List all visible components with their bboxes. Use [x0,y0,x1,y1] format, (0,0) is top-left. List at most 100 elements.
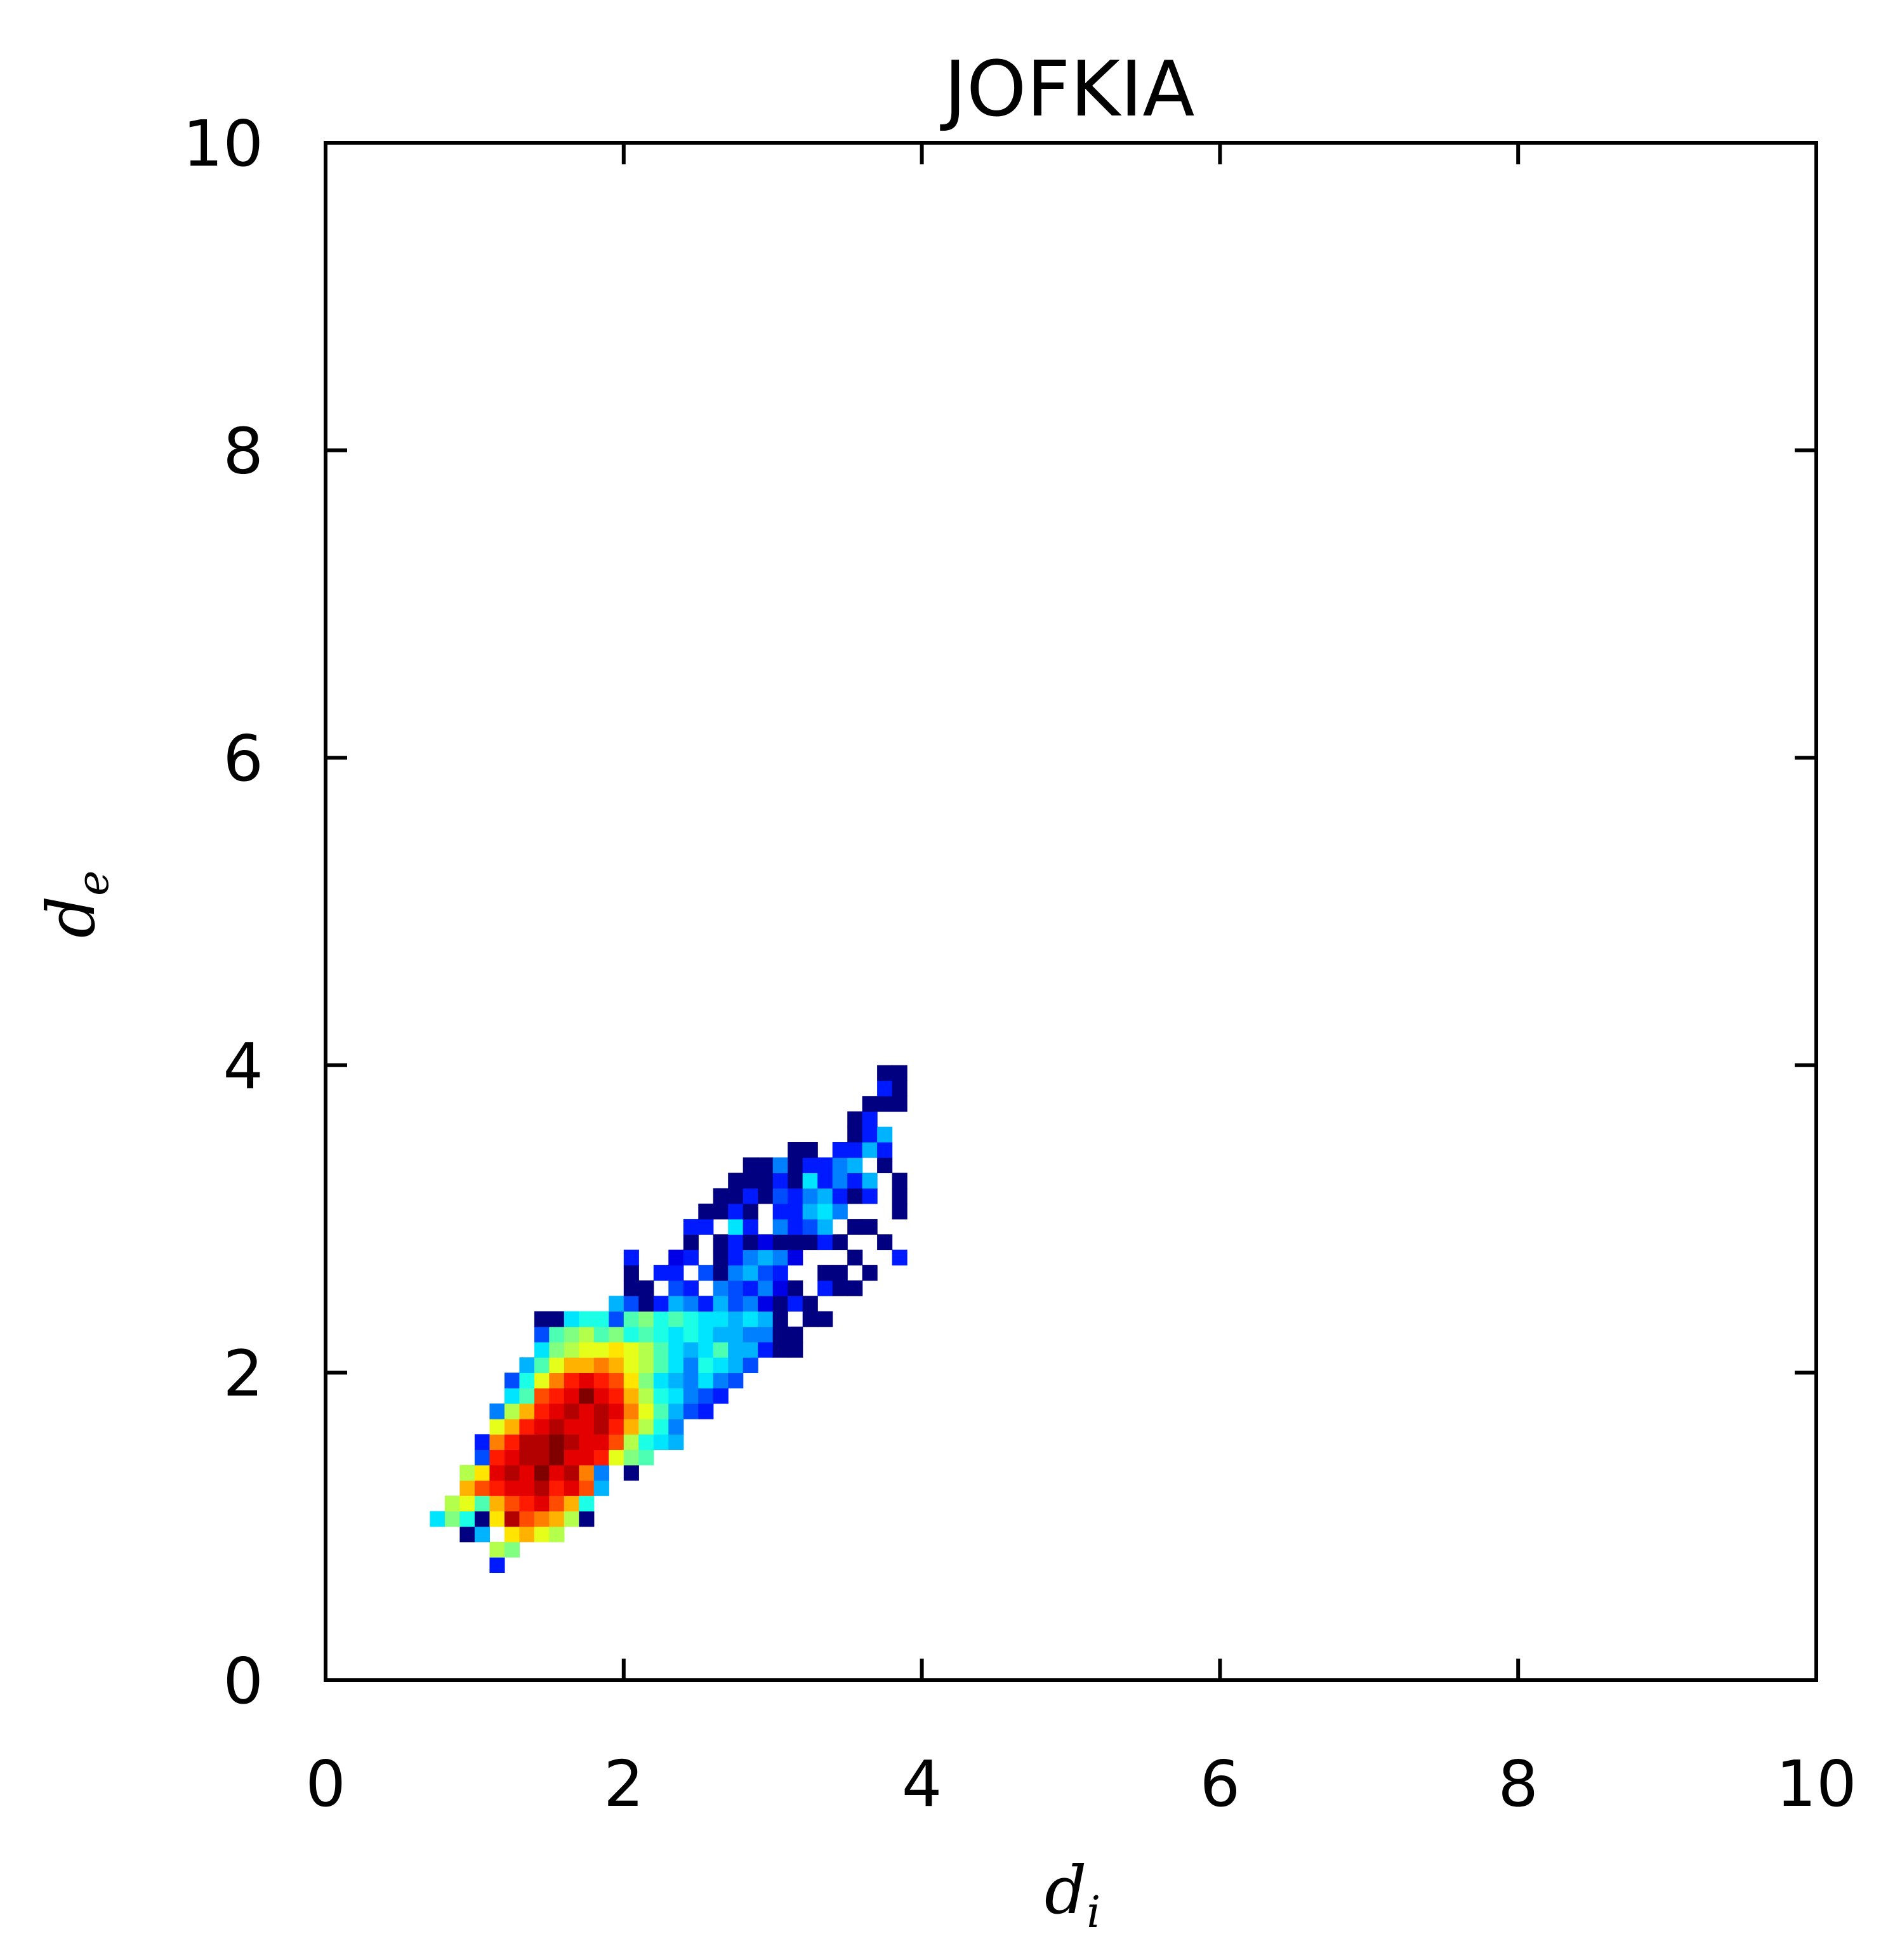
heatmap-cell [579,1480,595,1496]
heatmap-cell [758,1265,774,1281]
heatmap-cell [504,1403,520,1419]
heatmap-cell [743,1173,758,1189]
heatmap-cell [892,1249,908,1266]
heatmap-cell [713,1357,729,1373]
heatmap-cell [579,1496,595,1511]
heatmap-cell [564,1388,579,1404]
heatmap-cell [668,1280,684,1296]
y-tick-label: 8 [223,414,263,489]
heatmap-cell [683,1219,699,1235]
heatmap-cell [832,1173,848,1189]
heatmap-cell [489,1464,505,1481]
heatmap-cell [698,1311,714,1327]
heatmap-cell [817,1157,833,1173]
heatmap-cell [877,1142,893,1158]
heatmap-cell [504,1496,520,1511]
heatmap-cell [653,1434,669,1450]
heatmap-cell [579,1434,595,1450]
heatmap-cell [772,1326,788,1343]
heatmap-cell [862,1173,878,1189]
heatmap-cell [668,1311,684,1327]
heatmap-cell [593,1341,609,1358]
heatmap-cell [489,1434,505,1450]
heatmap-cell [564,1449,579,1466]
heatmap-cell [519,1419,535,1435]
heatmap-cell [504,1434,520,1450]
heatmap-cell [579,1403,595,1419]
heatmap-cell [638,1341,654,1358]
heatmap-cell [623,1280,639,1296]
heatmap-cell [668,1419,684,1435]
heatmap-cell [489,1557,505,1573]
heatmap-cell [579,1326,595,1343]
heatmap-cell [549,1372,565,1389]
heatmap-cell [683,1388,699,1404]
heatmap-cell [788,1280,803,1296]
heatmap-cell [862,1096,878,1112]
heatmap-cell [743,1234,758,1251]
heatmap-cell [549,1341,565,1358]
heatmap-cell [593,1388,609,1404]
heatmap-cell [534,1434,550,1450]
chart-title: JOFKIA [939,46,1194,134]
heatmap-cell [579,1372,595,1389]
heatmap-cell [638,1326,654,1343]
heatmap-cell [728,1249,744,1266]
heatmap-cell [847,1219,863,1235]
heatmap-cell [683,1296,699,1312]
heatmap-cell [713,1388,729,1404]
heatmap-cell [444,1511,460,1527]
heatmap-cell [534,1341,550,1358]
heatmap-cell [668,1341,684,1358]
heatmap-cell [877,1081,893,1096]
heatmap-cell [728,1341,744,1358]
heatmap-cell [579,1388,595,1404]
heatmap-cell [892,1065,908,1081]
heatmap-cell [728,1234,744,1251]
heatmap-cell [609,1357,624,1373]
x-tick-labels: 0 2 4 6 8 10 [305,1747,1856,1821]
heatmap-cell [772,1311,788,1327]
heatmap-cell [534,1526,550,1542]
y-tick-label: 2 [223,1336,263,1411]
heatmap-cell [474,1464,490,1481]
heatmap-cell [772,1203,788,1220]
heatmap-cell [892,1096,908,1112]
heatmap-cell [579,1419,595,1435]
heatmap-cell [847,1280,863,1296]
heatmap-cell [519,1372,535,1389]
heatmap-cell [489,1480,505,1496]
heatmap-cell [802,1234,818,1251]
heatmap-cell [504,1526,520,1542]
heatmap-cell [713,1372,729,1389]
heatmap-cell [698,1219,714,1235]
heatmap-cell [847,1173,863,1189]
heatmap-cell [758,1326,774,1343]
heatmap-cell [817,1234,833,1251]
heatmap-cell [504,1372,520,1389]
heatmap-cell [698,1296,714,1312]
heatmap-cell [638,1419,654,1435]
heatmap-cell [593,1372,609,1389]
heatmap-cell [743,1341,758,1358]
heatmap-cell [593,1311,609,1327]
heatmap-cell [788,1157,803,1173]
heatmap-cell [653,1388,669,1404]
heatmap-cell [713,1265,729,1281]
heatmap-cell [877,1096,893,1112]
heatmap-cell [638,1357,654,1373]
heatmap-cell [728,1265,744,1281]
heatmap-cell [802,1173,818,1189]
heatmap-cell [564,1496,579,1511]
heatmap-cell [668,1296,684,1312]
heatmap-cell [802,1311,818,1327]
heatmap-cell [847,1188,863,1204]
heatmap-cell [444,1496,460,1511]
heatmap-cell [788,1203,803,1220]
heatmap-cell [862,1126,878,1143]
heatmap-cell [474,1526,490,1542]
heatmap-cell [609,1326,624,1343]
heatmap-cell [519,1480,535,1496]
heatmap-cell [609,1388,624,1404]
